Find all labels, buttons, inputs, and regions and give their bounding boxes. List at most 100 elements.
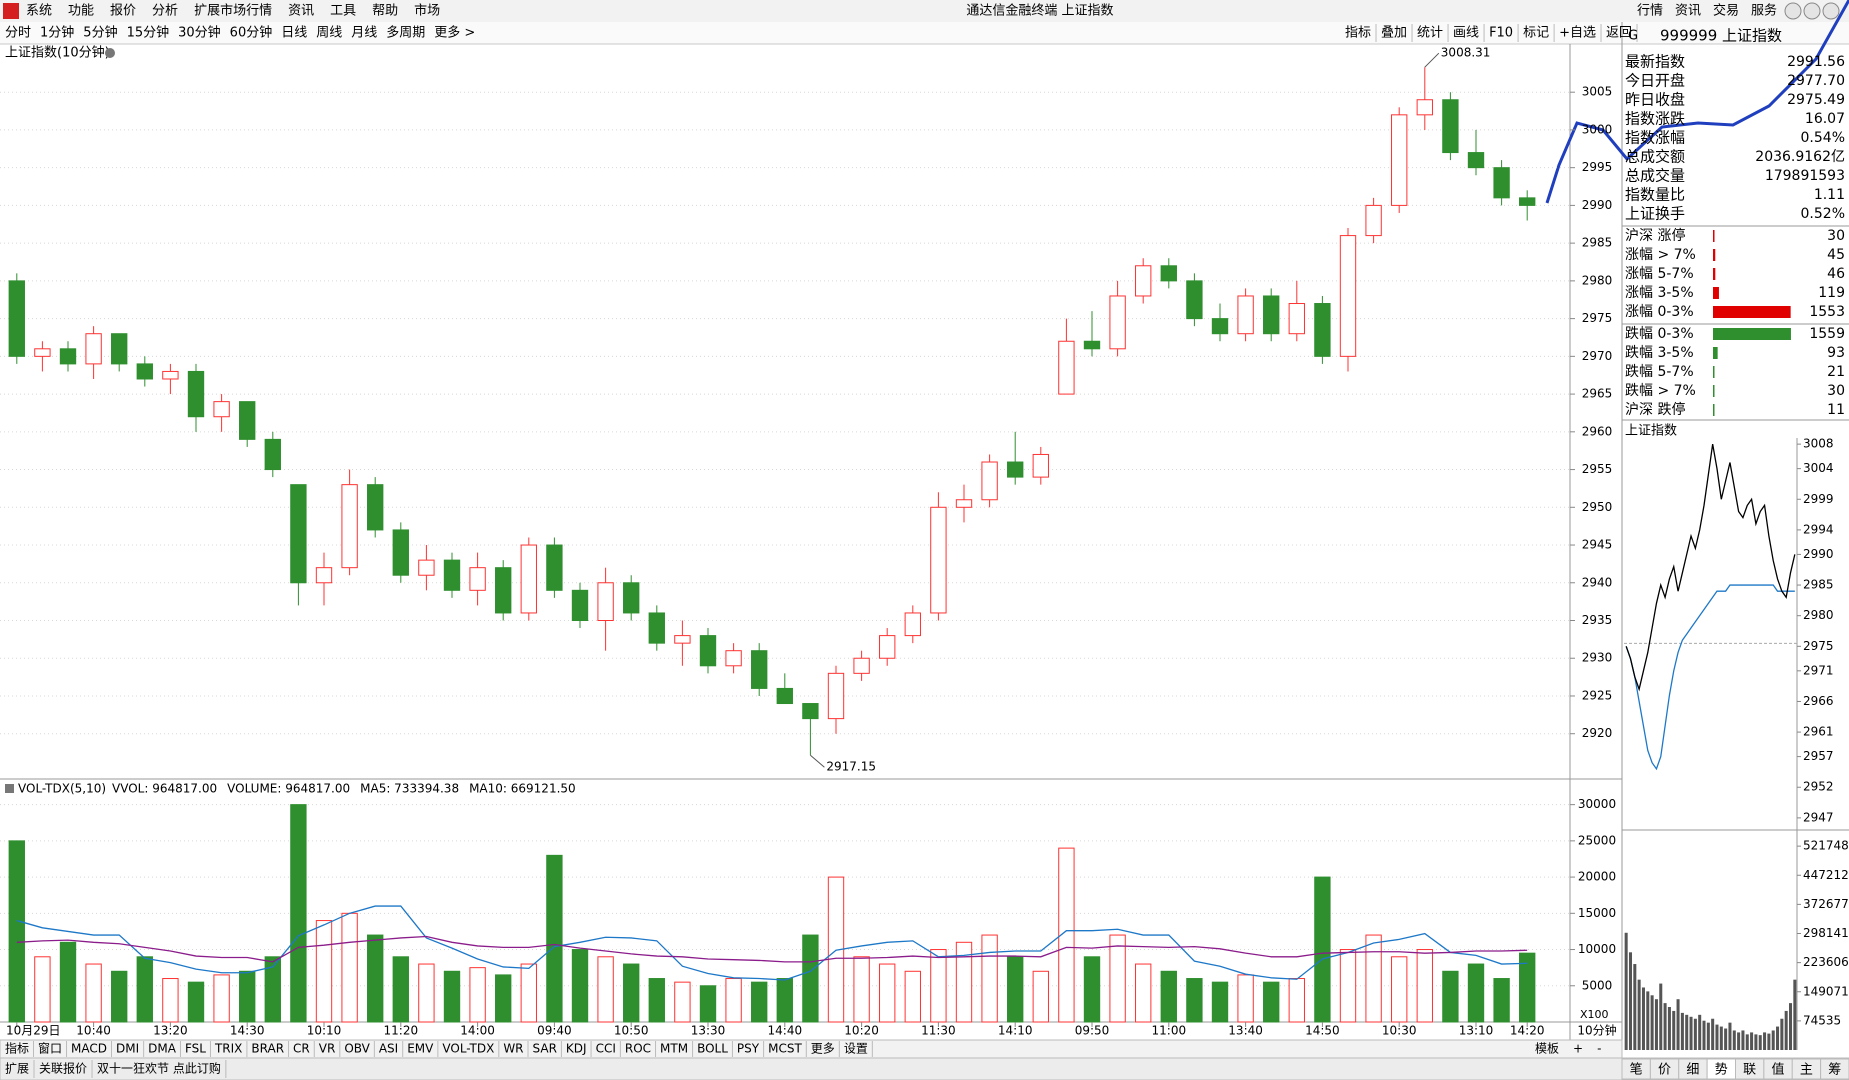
indicator-control[interactable]: 模板 (1535, 1042, 1559, 1056)
period-tab[interactable]: 周线 (316, 26, 342, 41)
tool-button[interactable]: 返回 (1606, 26, 1632, 41)
indicator-tab[interactable]: VR (319, 1042, 336, 1056)
indicator-tab[interactable]: 设置 (844, 1042, 868, 1056)
indicator-tab[interactable]: MACD (71, 1042, 107, 1056)
menu-item[interactable]: 系统 (26, 4, 52, 19)
period-tab[interactable]: 60分钟 (230, 25, 273, 41)
menu-item[interactable]: 工具 (330, 4, 356, 19)
candle-body (239, 401, 256, 440)
indicator-tab[interactable]: OBV (344, 1042, 370, 1056)
tool-button[interactable]: 统计 (1417, 26, 1443, 41)
indicator-tab[interactable]: DMA (148, 1042, 177, 1056)
candle-body (418, 559, 435, 576)
indicator-tab[interactable]: FSL (185, 1042, 206, 1056)
menu-item[interactable]: 报价 (110, 4, 136, 19)
period-tab[interactable]: 多周期 (386, 25, 425, 41)
period-tab[interactable]: 1分钟 (40, 25, 74, 41)
period-tab[interactable]: 15分钟 (127, 25, 170, 41)
menu-item[interactable]: 扩展市场行情 (194, 3, 272, 19)
legend-entry: VVOL: 964817.00 (112, 782, 217, 796)
indicator-tab[interactable]: KDJ (566, 1042, 587, 1056)
mini-volume-bar (1672, 1010, 1676, 1050)
status-item[interactable]: 双十一狂欢节 点此订购 (97, 1061, 221, 1076)
side-tab-label[interactable]: 势 (1715, 1062, 1728, 1078)
side-tab-label[interactable]: 价 (1658, 1063, 1671, 1078)
indicator-tab[interactable]: PSY (737, 1042, 760, 1056)
mini-volume-bar (1659, 983, 1663, 1050)
tool-button[interactable]: +自选 (1559, 26, 1596, 41)
y-tick-label: 2925 (1582, 688, 1613, 702)
tool-button[interactable]: F10 (1489, 26, 1513, 41)
volume-bar (418, 963, 435, 1023)
window-control[interactable] (1822, 2, 1840, 20)
tool-button[interactable]: 画线 (1453, 26, 1479, 41)
indicator-tab[interactable]: CCI (596, 1042, 616, 1056)
indicator-tab[interactable]: MCST (768, 1042, 802, 1056)
indicator-tab[interactable]: VOL-TDX (442, 1042, 494, 1056)
indicator-tab[interactable]: BOLL (697, 1042, 728, 1056)
indicator-tab[interactable]: ROC (625, 1042, 651, 1056)
indicator-tab[interactable]: TRIX (214, 1042, 242, 1056)
indicator-tab[interactable]: DMI (116, 1042, 139, 1056)
menu-item[interactable]: 功能 (68, 4, 94, 19)
side-tab-label[interactable]: 联 (1743, 1063, 1756, 1078)
period-tab[interactable]: 月线 (351, 26, 377, 41)
period-tab[interactable]: 30分钟 (178, 25, 221, 41)
window-button[interactable]: 行情 (1637, 4, 1663, 19)
distribution-count: 1559 (1809, 326, 1845, 342)
y-tick-label: 30000 (1578, 797, 1616, 811)
mini-volume-bar (1788, 1003, 1793, 1050)
volume-bar (1314, 876, 1331, 1023)
period-tab[interactable]: 日线 (281, 26, 307, 41)
tool-button[interactable]: 叠加 (1381, 26, 1407, 41)
indicator-tab[interactable]: 窗口 (38, 1042, 62, 1056)
indicator-tab[interactable]: MTM (660, 1042, 688, 1056)
indicator-tab[interactable]: ASI (379, 1042, 398, 1056)
window-button[interactable]: 交易 (1713, 3, 1739, 19)
distribution-label: 跌幅 > 7% (1625, 383, 1696, 399)
period-tab[interactable]: 更多 > (434, 25, 475, 41)
status-item[interactable]: 关联报价 (39, 1061, 87, 1076)
window-button[interactable]: 资讯 (1675, 4, 1701, 19)
indicator-tab[interactable]: 指标 (5, 1041, 29, 1056)
window-button[interactable]: 服务 (1751, 3, 1777, 19)
menu-item[interactable]: 市场 (414, 3, 440, 19)
window-control[interactable] (1784, 2, 1802, 20)
volume-bar (136, 956, 153, 1023)
volume-bar (1416, 949, 1433, 1023)
title-icon[interactable] (105, 48, 115, 58)
status-item[interactable]: 扩展 (5, 1062, 29, 1076)
menu-item[interactable]: 分析 (152, 4, 178, 19)
volume-bar (187, 981, 205, 1023)
distribution-label: 涨幅 3-5% (1625, 285, 1694, 301)
indicator-tab[interactable]: WR (503, 1042, 523, 1056)
period-tab[interactable]: 分时 (5, 26, 31, 41)
indicator-tab[interactable]: 更多 (811, 1042, 835, 1056)
side-tab-label[interactable]: 细 (1686, 1063, 1699, 1078)
x-tick-label: 11:30 (921, 1024, 956, 1038)
menu-item[interactable]: 资讯 (288, 4, 314, 19)
side-tab-label[interactable]: 值 (1772, 1062, 1785, 1078)
indicator-control[interactable]: - (1597, 1042, 1601, 1056)
indicator-tab[interactable]: SAR (533, 1042, 557, 1056)
tool-button[interactable]: 标记 (1523, 26, 1549, 41)
candle-body (469, 567, 486, 591)
indicator-tab[interactable]: BRAR (251, 1042, 284, 1056)
side-tab-label[interactable]: 主 (1800, 1063, 1813, 1078)
indicator-control[interactable]: + (1573, 1042, 1583, 1056)
indicator-icon[interactable] (5, 784, 14, 793)
window-control[interactable] (1803, 2, 1821, 20)
side-tab-label[interactable]: 筹 (1828, 1062, 1841, 1078)
tool-button[interactable]: 指标 (1345, 26, 1371, 41)
menu-item[interactable]: 帮助 (372, 4, 398, 19)
side-tab[interactable] (1820, 1058, 1849, 1080)
x-tick-label: 10月29日 (6, 1024, 61, 1038)
period-tab[interactable]: 5分钟 (83, 25, 117, 41)
volume-bar (392, 956, 409, 1023)
indicator-tab[interactable]: CR (293, 1042, 310, 1056)
side-tab-label[interactable]: 笔 (1630, 1062, 1643, 1078)
volume-bar (546, 854, 563, 1023)
mini-volume-tick-label: 74535 (1803, 1013, 1841, 1027)
indicator-tab[interactable]: EMV (407, 1042, 434, 1056)
mini-volume-tick-label: 298141 (1803, 926, 1849, 940)
